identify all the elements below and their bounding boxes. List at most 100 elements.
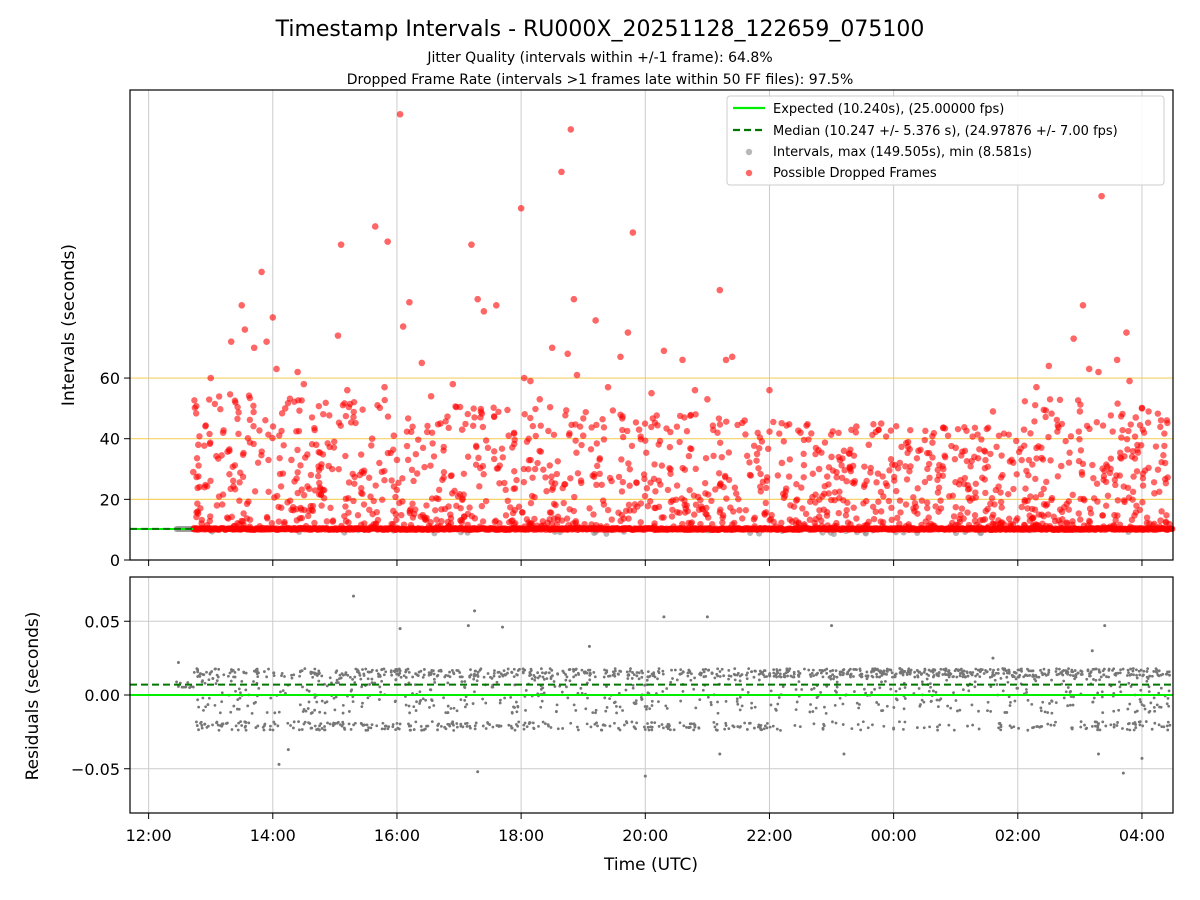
dropped-frame-point xyxy=(679,464,686,472)
residual-point xyxy=(1079,673,1083,676)
dropped-frame-point xyxy=(409,423,416,430)
residual-point xyxy=(643,728,647,731)
residual-point xyxy=(384,670,388,674)
residual-point xyxy=(268,728,272,732)
dropped-frame-point xyxy=(254,459,262,466)
dropped-frame-point xyxy=(567,126,575,133)
residual-point xyxy=(915,726,919,729)
residual-point xyxy=(459,698,463,702)
dropped-frame-point xyxy=(1013,437,1020,445)
dropped-frame-point xyxy=(574,470,582,477)
residual-point xyxy=(422,673,426,677)
dropped-frame-point xyxy=(453,502,460,510)
dropped-frame-point xyxy=(1104,492,1112,499)
residual-point xyxy=(303,667,307,671)
residual-point xyxy=(233,671,237,674)
residual-point xyxy=(936,728,939,732)
residual-point xyxy=(416,674,420,678)
dropped-frame-point xyxy=(492,301,500,309)
residual-point xyxy=(613,674,617,678)
residual-point xyxy=(738,708,742,712)
residual-point xyxy=(931,675,935,679)
residual-point xyxy=(618,669,622,673)
residual-point xyxy=(281,689,285,693)
dropped-frame-point xyxy=(1031,418,1038,425)
residual-point xyxy=(788,667,792,671)
residual-point xyxy=(1116,671,1120,675)
dropped-frame-point xyxy=(504,406,511,414)
residual-point xyxy=(894,689,898,693)
dropped-frame-point xyxy=(511,440,518,448)
residual-point xyxy=(495,724,499,727)
residual-point xyxy=(1137,720,1141,724)
residual-point xyxy=(831,720,834,724)
residual-point xyxy=(635,674,639,678)
residual-point xyxy=(873,667,877,671)
dropped-frame-point xyxy=(716,421,724,428)
residual-point xyxy=(595,721,598,725)
dropped-frame-point xyxy=(215,393,223,400)
dropped-frame-point xyxy=(439,476,446,484)
dropped-frame-point xyxy=(1156,488,1163,495)
residual-point xyxy=(244,688,248,692)
residual-point xyxy=(1080,670,1084,673)
dropped-frame-point xyxy=(1027,493,1034,500)
residual-point xyxy=(733,673,737,677)
dropped-frame-point xyxy=(580,415,587,422)
residual-point xyxy=(716,700,719,704)
residual-point xyxy=(347,710,351,713)
residual-point xyxy=(204,705,208,709)
residual-point xyxy=(407,704,411,708)
dropped-frame-point xyxy=(997,489,1004,496)
residual-point xyxy=(646,725,650,729)
residual-point xyxy=(271,728,275,732)
residual-point xyxy=(541,675,545,679)
residual-point xyxy=(234,724,238,728)
dropped-frame-point xyxy=(924,499,931,506)
residual-point xyxy=(367,726,371,730)
residual-point xyxy=(678,721,682,725)
residual-point xyxy=(1062,669,1066,672)
dropped-frame-point xyxy=(215,455,222,462)
residual-point xyxy=(951,675,955,679)
dropped-frame-point xyxy=(1100,523,1107,530)
dropped-frame-point xyxy=(194,441,202,449)
residual-point xyxy=(1005,675,1009,679)
dropped-frame-point xyxy=(1090,495,1098,502)
residuals-ytick-label: 0.05 xyxy=(84,612,120,631)
residual-point xyxy=(205,670,208,674)
residual-point xyxy=(476,670,480,674)
residual-point xyxy=(239,691,242,695)
dropped-frame-point xyxy=(519,509,526,516)
dropped-frame-point xyxy=(840,447,848,455)
residual-point xyxy=(1047,670,1051,674)
residual-point xyxy=(323,701,327,705)
residual-point xyxy=(688,670,692,674)
residual-point xyxy=(420,728,424,732)
residual-point xyxy=(580,691,584,695)
residual-point xyxy=(783,674,787,678)
dropped-frame-point xyxy=(408,428,415,436)
residual-point xyxy=(898,687,902,691)
dropped-frame-point xyxy=(831,489,839,496)
dropped-frame-point xyxy=(195,462,202,469)
dropped-frame-point xyxy=(993,443,1000,451)
dropped-frame-point xyxy=(227,485,234,493)
dropped-frame-point xyxy=(330,444,338,451)
intervals-ytick-label: 40 xyxy=(100,430,120,449)
dropped-frame-point xyxy=(1027,430,1034,437)
dropped-frame-point xyxy=(576,423,584,430)
residual-point xyxy=(542,691,546,695)
residual-point xyxy=(1052,723,1056,727)
residual-point xyxy=(653,675,657,679)
dropped-frame-point xyxy=(1145,408,1152,415)
residual-point xyxy=(955,675,959,679)
residual-point xyxy=(365,723,369,727)
residual-point xyxy=(1165,702,1169,706)
dropped-frame-point xyxy=(192,410,200,417)
residual-point xyxy=(995,683,999,686)
dropped-frame-point xyxy=(458,426,466,433)
dropped-frame-point xyxy=(637,436,645,443)
dropped-frame-point xyxy=(1069,491,1076,499)
residuals-y-axis-label: Residuals (seconds) xyxy=(23,612,43,781)
